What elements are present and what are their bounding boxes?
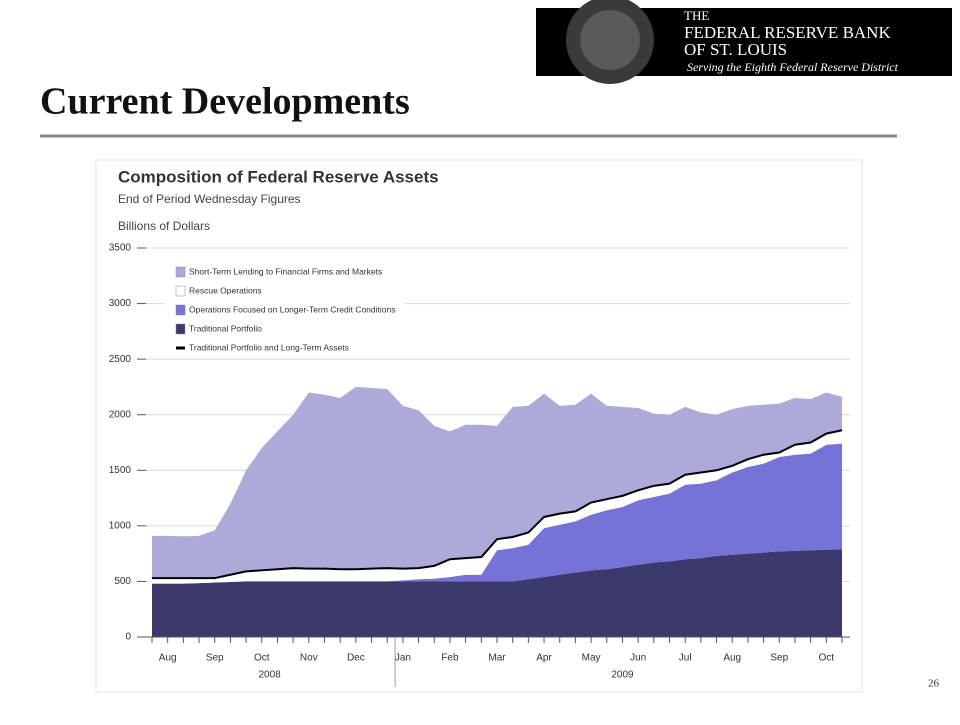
legend-label: Traditional Portfolio [189,323,262,333]
area [152,443,842,584]
y-tick-label: 3000 [109,298,132,309]
y-axis-label: Billions of Dollars [118,219,210,233]
legend-label: Operations Focused on Longer-Term Credit… [189,304,395,314]
x-tick-label: Apr [536,653,552,664]
logo-text: OF ST. LOUIS [684,40,787,59]
legend-box [165,262,405,358]
legend-key [175,285,186,297]
x-tick-label: Feb [441,653,459,664]
logo-tagline: Serving the Eighth Federal Reserve Distr… [687,60,899,74]
year-label: 2009 [611,670,634,681]
x-tick-label: May [582,653,601,664]
legend-label: Traditional Portfolio and Long-Term Asse… [189,342,349,352]
logo-seal-inner [580,10,640,70]
chart-subtitle: End of Period Wednesday Figures [118,192,301,206]
y-tick-label: 2500 [109,354,132,365]
y-tick-label: 1000 [109,520,132,531]
year-label: 2008 [258,670,281,681]
x-tick-label: Jun [630,653,646,664]
x-tick-label: Sep [206,653,224,664]
x-tick-label: Oct [254,653,270,664]
page-number: 26 [928,678,940,690]
area [152,386,842,579]
legend-key [175,323,186,335]
x-tick-label: Aug [159,653,177,664]
legend-label: Short-Term Lending to Financial Firms an… [189,266,382,276]
legend-key [175,266,186,278]
x-tick-label: Jul [679,653,692,664]
slide-title: Current Developments [40,81,410,123]
plot: 0 500 1000 1500 2000 2500 3000 3500 Aug Sep Oct Nov… [109,243,850,687]
x-tick-label: Aug [723,653,741,664]
logo-text: FEDERAL RESERVE BANK [684,23,891,42]
legend-key [175,304,186,316]
y-tick-label: 500 [114,576,131,587]
x-tick-label: Oct [819,653,835,664]
y-tick-label: 1500 [109,465,132,476]
y-tick-label: 3500 [109,243,132,254]
x-tick-label: Jan [395,653,411,664]
line [152,429,843,580]
y-tick-label: 2000 [109,409,132,420]
x-tick-label: Mar [488,653,506,664]
x-tick-label: Dec [347,653,365,664]
legend-label: Rescue Operations [189,285,262,295]
x-tick-label: Nov [300,653,318,664]
x-tick-label: Sep [770,653,788,664]
logo-text: THE [684,8,709,23]
chart-title: Composition of Federal Reserve Assets [118,167,439,186]
area [152,549,842,637]
y-tick-label: 0 [125,632,131,643]
